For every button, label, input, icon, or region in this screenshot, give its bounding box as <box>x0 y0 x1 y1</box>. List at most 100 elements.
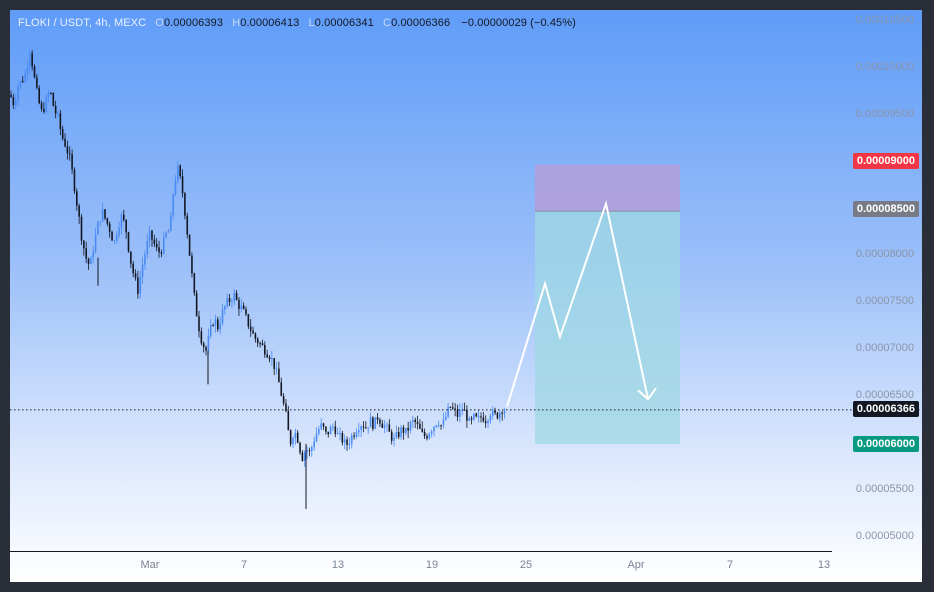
candle-body <box>285 403 287 412</box>
target-price-badge: 0.00009000 <box>852 153 919 169</box>
candle-body <box>376 417 379 420</box>
candle-body <box>170 215 172 232</box>
candle-body <box>355 432 358 437</box>
candle-body <box>440 425 442 427</box>
candle-body <box>155 243 158 248</box>
candle-body <box>397 432 400 437</box>
candle-body <box>372 417 374 429</box>
candle-body <box>43 108 45 112</box>
time-tick: 13 <box>817 559 831 571</box>
candle-body <box>325 426 327 432</box>
candle-body <box>395 432 398 438</box>
high-key: H <box>232 17 241 29</box>
candle-body <box>181 176 184 194</box>
candle-body <box>94 234 97 252</box>
candle-body <box>278 368 280 383</box>
candle-body <box>249 326 252 331</box>
candle-body <box>268 357 271 360</box>
candle-body <box>224 306 226 310</box>
candle-body <box>435 425 438 427</box>
candle-body <box>374 417 377 429</box>
candle-body <box>134 273 137 278</box>
candle-body <box>80 216 83 241</box>
candle-body <box>162 237 165 254</box>
candle-body <box>482 417 485 422</box>
candle-body <box>273 358 275 369</box>
candle-body <box>449 406 452 408</box>
ohlc-legend: FLOKI / USDT, 4h, MEXC O0.00006393 H0.00… <box>18 17 576 29</box>
projection-path <box>506 199 649 407</box>
candle-body <box>259 343 261 345</box>
candle-body <box>433 426 435 432</box>
candle-body <box>247 314 250 327</box>
candle-body <box>92 251 95 258</box>
low-value: 0.00006341 <box>314 17 374 29</box>
candle-body <box>31 53 33 67</box>
candle-body <box>289 430 292 445</box>
candle-body <box>327 431 330 435</box>
candle-body <box>254 333 257 339</box>
candle-body <box>123 214 125 220</box>
candle-body <box>71 154 73 170</box>
candle-body <box>200 331 203 344</box>
candle-body <box>353 435 355 437</box>
candle-body <box>463 409 466 411</box>
candle-body <box>336 433 339 435</box>
candle-body <box>57 113 59 115</box>
candle-body <box>423 431 426 437</box>
close-key: C <box>383 17 392 29</box>
candle-body <box>287 411 290 431</box>
symbol-label[interactable]: FLOKI / USDT, 4h, MEXC <box>18 17 147 29</box>
time-tick: 19 <box>425 559 439 571</box>
candle-body <box>499 412 501 419</box>
candle-body <box>350 435 353 444</box>
chart-area[interactable]: FLOKI / USDT, 4h, MEXC O0.00006393 H0.00… <box>10 10 922 582</box>
candle-body <box>475 413 478 417</box>
candle-body <box>205 347 207 351</box>
candle-body <box>381 423 384 428</box>
candle-body <box>14 100 17 106</box>
candle-body <box>477 416 480 418</box>
candle-body <box>461 409 463 411</box>
candle-body <box>329 426 332 435</box>
candle-body <box>454 408 456 410</box>
candle-body <box>419 423 421 429</box>
candle-body <box>360 426 362 431</box>
candle-body <box>186 215 189 235</box>
candle-body <box>501 412 503 414</box>
time-tick: Mar <box>140 559 160 571</box>
candle-body <box>108 223 111 232</box>
candle-body <box>275 368 278 370</box>
candle-body <box>195 292 198 317</box>
price-tick: 0.00005500 <box>855 483 914 495</box>
candle-body <box>470 418 473 420</box>
candle-body <box>343 439 346 443</box>
last-price-badge: 0.00006366 <box>852 401 919 417</box>
candle-body <box>444 416 447 420</box>
candle-body <box>64 138 66 147</box>
candle-body <box>177 165 179 181</box>
candle-body <box>358 430 360 433</box>
candle-body <box>447 406 449 417</box>
candle-body <box>66 146 69 154</box>
time-tick: 7 <box>726 559 734 571</box>
candle-body <box>496 412 499 419</box>
candle-body <box>468 418 471 421</box>
candle-body <box>473 413 475 420</box>
candle-body <box>165 232 167 238</box>
candle-body <box>38 87 40 104</box>
candle-body <box>127 232 130 252</box>
price-plot[interactable] <box>10 10 922 582</box>
candle-body <box>61 128 64 139</box>
candle-body <box>167 231 170 233</box>
candle-body <box>332 426 334 428</box>
candle-body <box>367 427 369 429</box>
candle-body <box>489 415 492 421</box>
candle-body <box>379 419 381 424</box>
candle-body <box>87 258 90 264</box>
candle-body <box>217 319 219 330</box>
candle-body <box>214 319 217 326</box>
candle-body <box>280 382 283 396</box>
candle-body <box>207 335 210 351</box>
candle-body <box>400 427 402 437</box>
